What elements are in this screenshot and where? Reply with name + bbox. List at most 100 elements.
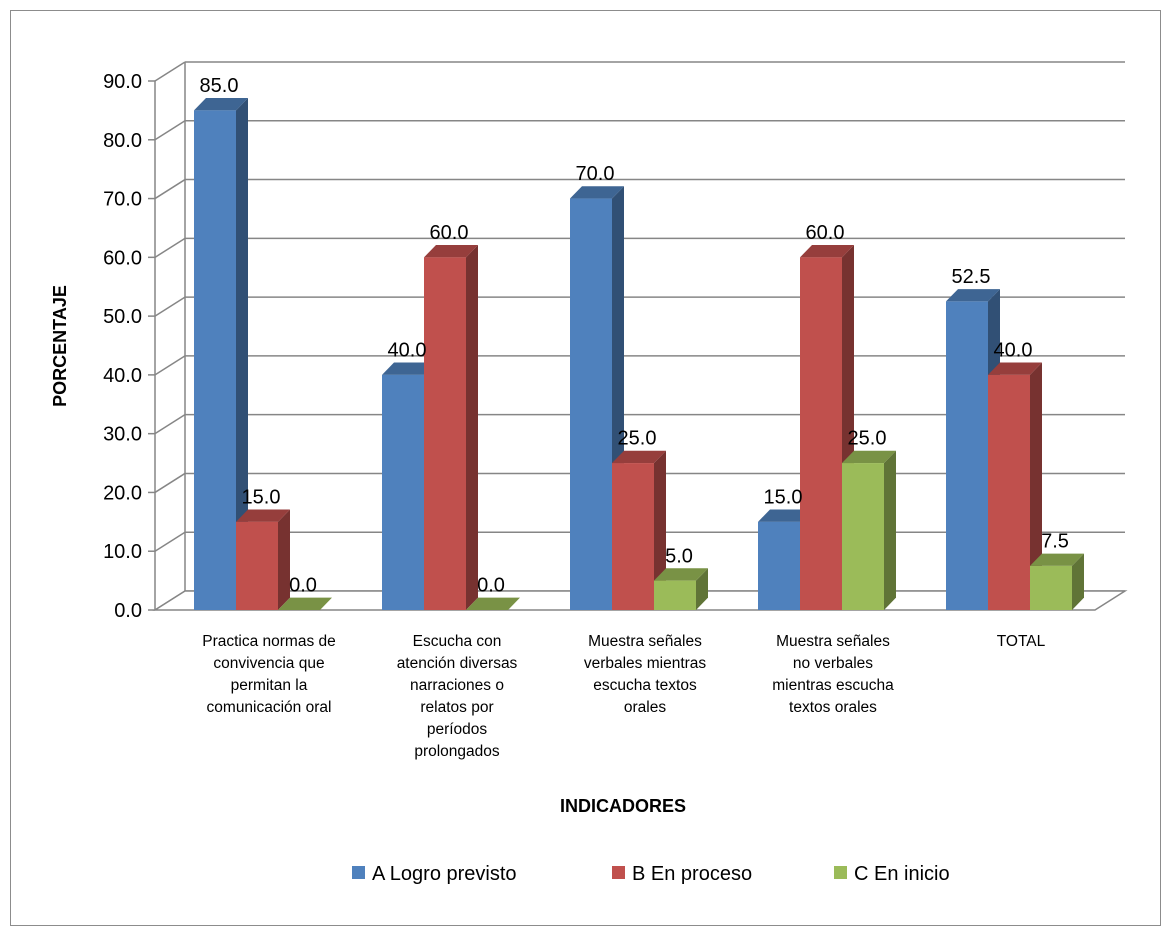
y-tick-label: 90.0 [103,71,142,93]
bar-top [946,289,1000,302]
x-tick-label-line: verbales mientras [584,655,707,672]
bar-front [236,521,278,610]
bar-front [382,374,424,610]
legend-label: A Logro previsto [372,863,517,885]
data-label: 40.0 [994,340,1033,362]
bar [194,98,248,611]
x-tick-label-line: mientras escucha [772,677,894,694]
x-tick-label-line: Practica normas de [202,633,336,650]
y-tick-label: 0.0 [114,600,142,622]
x-tick-label-line: permitan la [231,677,308,694]
data-label: 0.0 [289,575,317,597]
data-label: 40.0 [388,340,427,362]
x-tick-label-line: relatos por [420,699,493,716]
data-label: 60.0 [806,222,845,244]
bar-top [800,244,854,258]
bar-side [278,509,290,610]
legend-label: B En proceso [632,863,752,885]
x-tick-label: Muestra señales no verbales mientras escuc… [772,633,894,716]
gridline-depth [154,178,186,200]
y-tick-label: 20.0 [103,482,142,504]
x-tick-label: Escucha con atención diversas narraciones … [397,633,518,760]
x-tick-labels: Practica normas de convivencia que permita… [202,633,1045,760]
bar-top [842,450,896,464]
bar-top [382,362,436,375]
x-tick-label-line: escucha textos [593,677,697,694]
gridline-depth [154,355,186,376]
bar [988,362,1042,610]
bar-front [758,521,800,610]
bar [842,450,896,610]
bar-front [800,257,842,610]
data-label: 25.0 [848,428,887,450]
bar-side [884,450,896,610]
bar-front [424,257,466,610]
bar-front [570,198,612,611]
bar-top [570,186,624,199]
data-label: 25.0 [618,428,657,450]
x-tick-label-line: atención diversas [397,655,518,672]
bar-top [654,568,708,581]
data-label: 5.0 [665,545,693,567]
bar-side [1072,553,1084,610]
x-tick-label-line: períodos [427,721,488,738]
bar-top [612,450,666,464]
bar [654,568,708,610]
bar-side [654,450,666,610]
y-tick-label: 10.0 [103,541,142,563]
x-tick-label-line: comunicación oral [207,699,332,716]
x-tick-label-line: Muestra señales [588,633,702,650]
x-tick-label-line: Muestra señales [776,633,890,650]
data-label: 15.0 [242,486,281,508]
y-tick-label: 60.0 [103,247,142,269]
x-tick-label-line: Escucha con [413,633,502,650]
bar [612,450,666,610]
x-tick-label-line: textos orales [789,699,877,716]
bar-side [696,568,708,610]
bar [424,244,478,610]
bar-top [278,597,332,610]
bar-top [1030,553,1084,566]
bar-side [1030,362,1042,610]
y-tick-label: 80.0 [103,130,142,152]
gridline-depth [154,237,186,258]
y-tick-label: 30.0 [103,424,142,446]
legend-swatch [352,866,365,879]
bar [466,597,520,610]
y-tick-label: 70.0 [103,189,142,211]
data-label: 52.5 [952,266,991,288]
bar-front [654,580,696,610]
bar-top [758,509,812,522]
data-labels: 85.0 15.0 0.0 40.0 60.0 0.0 70.0 25.0 5.0 15.0 60.… [200,75,1069,597]
gridline-depth [154,531,186,552]
legend-swatch [834,866,847,879]
bar-top [466,597,520,610]
bar-front [842,463,884,610]
gridline-depth [154,414,186,435]
legend-label: C En inicio [854,863,950,885]
bar-side [466,244,478,610]
bar-front [194,110,236,610]
x-tick-label-line: TOTAL [997,633,1046,650]
x-tick-label-line: no verbales [793,655,873,672]
bar-top [236,509,290,522]
bar-front [946,301,988,610]
bar-top [424,244,478,258]
y-axis-title: PORCENTAJE [50,285,70,407]
y-tick-label: 50.0 [103,306,142,328]
bar-top [194,98,248,111]
data-label: 60.0 [430,222,469,244]
bar-side [236,98,248,611]
x-tick-label-line: convivencia que [213,655,324,672]
data-label: 0.0 [477,575,505,597]
gridline-depth [154,296,186,317]
bar [1030,553,1084,610]
y-tick-label: 40.0 [103,365,142,387]
bar [236,509,290,610]
bar [278,597,332,610]
bars [194,98,1084,611]
x-tick-label: TOTAL [997,633,1046,650]
bar-front [988,374,1030,610]
legend: A Logro previsto B En proceso C En inicio [352,863,950,885]
